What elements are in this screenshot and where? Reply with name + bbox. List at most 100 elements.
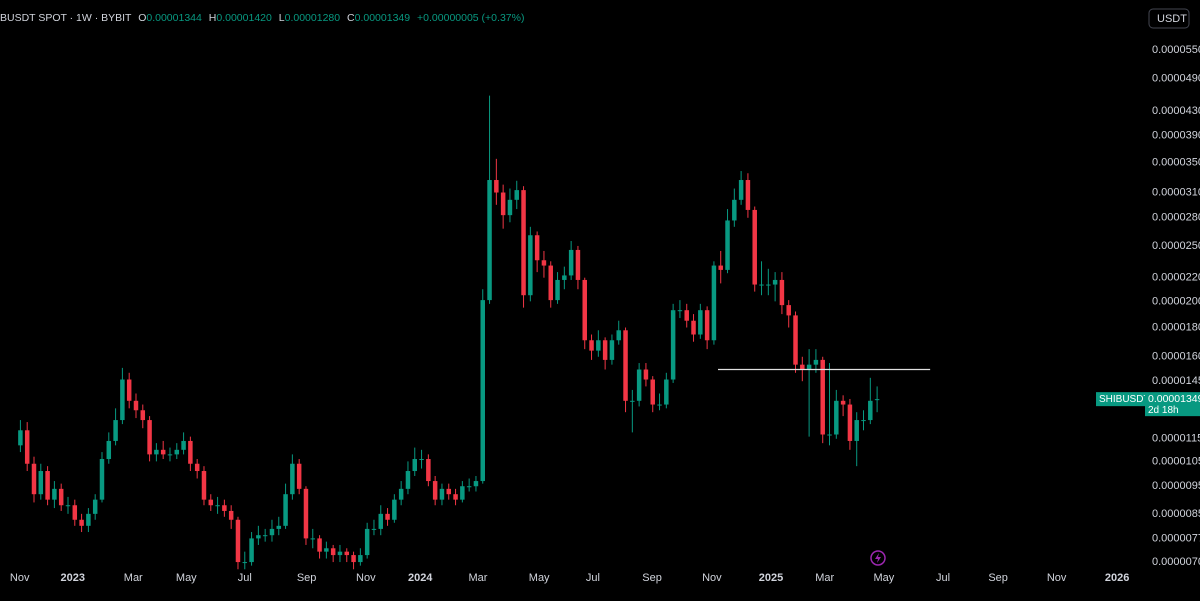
candle-body: [337, 551, 343, 556]
candle-body: [772, 279, 778, 285]
candle-body: [548, 265, 553, 301]
candle-body: [242, 562, 248, 564]
candle-body: [290, 463, 295, 495]
x-tick-label: Mar: [815, 572, 834, 584]
candle-body: [650, 379, 655, 405]
candle-body: [262, 535, 268, 537]
y-tick-label: 0.00005500: [1152, 44, 1200, 56]
candle-body: [283, 494, 288, 526]
candle-body: [718, 265, 723, 270]
high-label: H: [209, 12, 217, 24]
y-tick-label: 0.00002500: [1152, 240, 1200, 252]
candle-body: [480, 300, 485, 482]
candle-body: [473, 481, 479, 487]
candle-body: [269, 528, 275, 536]
lightning-bolt: [875, 553, 881, 563]
candle-body: [494, 180, 499, 193]
candle-body: [534, 235, 540, 261]
symbol: BUSDT SPOT · 1W · BYBIT: [0, 12, 132, 24]
candle-body: [711, 265, 717, 341]
open-label: O: [138, 12, 146, 24]
candle-body: [439, 488, 445, 500]
candle-body: [779, 279, 785, 306]
candle-body: [500, 192, 506, 216]
candle-body: [72, 505, 78, 520]
currency[interactable]: USDT: [1157, 13, 1187, 25]
candle-body: [670, 310, 676, 380]
candle-body: [45, 471, 50, 500]
candle-body: [188, 440, 193, 464]
legend-header: BUSDT SPOT · 1W · BYBIT O0.00001344 H0.0…: [0, 12, 524, 24]
high-value: 0.00001420: [216, 12, 272, 24]
change: +0.00000005 (+0.37%): [417, 12, 524, 24]
y-tick-label: 0.00004300: [1152, 105, 1200, 117]
y-tick-label: 0.00000700: [1152, 556, 1200, 568]
y-tick-label: 0.00002000: [1152, 295, 1200, 307]
candle-body: [487, 180, 492, 301]
y-tick-label: 0.00002200: [1152, 272, 1200, 284]
open-value: 0.00001344: [146, 12, 202, 24]
plot-area: [18, 95, 880, 570]
candle-body: [834, 400, 839, 435]
candle-body: [303, 488, 309, 539]
x-tick-label: 2023: [61, 572, 85, 584]
candle-body: [609, 340, 615, 360]
symbol-label: SHIBUSDT: [1099, 394, 1150, 405]
candle-body: [86, 513, 91, 526]
candle-body: [568, 249, 574, 276]
candle-body: [582, 279, 587, 341]
symbol-label-bg: [1096, 392, 1145, 407]
candle-body: [405, 471, 411, 489]
candle-body: [120, 379, 125, 421]
candle-body: [657, 404, 662, 406]
candle-body: [745, 180, 751, 210]
candle-body: [256, 535, 261, 539]
x-tick-label: 2024: [408, 572, 433, 584]
y-tick-label: 0.00000770: [1152, 532, 1200, 544]
candle-body: [296, 463, 302, 489]
candle-body: [677, 310, 683, 312]
candle-body: [65, 505, 71, 507]
candle-body: [52, 488, 57, 500]
candle-body: [575, 249, 581, 280]
candle-body: [228, 510, 234, 520]
candle-body: [147, 420, 152, 455]
candle-body: [453, 494, 458, 500]
candle-body: [766, 284, 771, 286]
candle-body: [392, 499, 397, 520]
candle-body: [31, 463, 37, 495]
candle-body: [18, 430, 23, 446]
candle-body: [704, 310, 710, 341]
countdown: 2d 18h: [1148, 405, 1179, 416]
x-tick-label: Nov: [356, 572, 376, 584]
candle-body: [385, 513, 390, 520]
candle-body: [371, 528, 377, 530]
y-tick-label: 0.00003100: [1152, 186, 1200, 198]
x-tick-label: Nov: [702, 572, 722, 584]
candle-body: [562, 275, 567, 280]
candle-body: [806, 364, 812, 370]
lightning-icon[interactable]: [870, 550, 886, 566]
candle-body: [868, 400, 873, 421]
low-value: 0.00001280: [285, 12, 341, 24]
x-tick-label: Nov: [10, 572, 30, 584]
x-tick-label: Sep: [297, 572, 317, 584]
candle-body: [412, 459, 418, 472]
candle-body: [820, 359, 825, 435]
candle-body: [528, 235, 533, 296]
candle-body: [160, 449, 166, 455]
candle-body: [215, 505, 220, 507]
candle-body: [432, 481, 438, 500]
candle-body: [201, 471, 207, 500]
x-tick-label: Nov: [1047, 572, 1067, 584]
candle-body: [847, 404, 853, 441]
candle-body: [58, 488, 64, 506]
candle-body: [317, 538, 322, 552]
candle-body: [276, 525, 282, 529]
candle-body: [133, 400, 139, 411]
candle-body: [79, 519, 84, 526]
x-tick-label: Mar: [469, 572, 488, 584]
candle-body: [752, 209, 757, 285]
currency-button[interactable]: [1148, 8, 1190, 29]
